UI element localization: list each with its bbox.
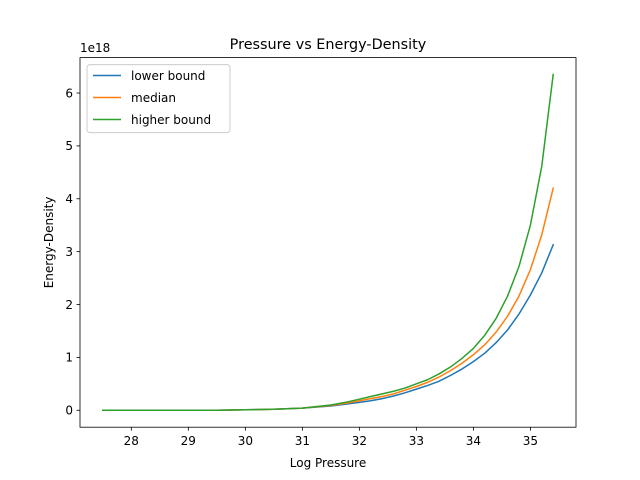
x-tick-label: 32	[352, 434, 367, 448]
y-tick-label: 3	[65, 245, 73, 259]
y-tick-label: 4	[65, 192, 73, 206]
x-tick-label: 30	[238, 434, 253, 448]
x-tick-label: 29	[181, 434, 196, 448]
legend: lower bound median higher bound	[86, 64, 231, 134]
y-offset-label: 1e18	[80, 41, 110, 55]
y-tick-label: 0	[65, 404, 73, 418]
x-tick-label: 28	[124, 434, 139, 448]
chart-title: Pressure vs Energy-Density	[230, 37, 427, 53]
x-axis-label: Log Pressure	[290, 456, 367, 470]
y-tick-label: 6	[65, 86, 73, 100]
x-axis-ticks: 28 29 30 31 32 33 34 35	[124, 427, 538, 448]
y-axis-ticks: 0 1 2 3 4 5 6	[65, 86, 80, 418]
x-tick-label: 31	[295, 434, 310, 448]
series-line-higher-bound	[102, 73, 555, 412]
series-lines	[102, 73, 555, 412]
legend-label: lower bound	[131, 69, 205, 83]
y-tick-label: 2	[65, 298, 73, 312]
x-tick-label: 35	[523, 434, 538, 448]
plot-frame	[79, 57, 577, 428]
y-tick-label: 1	[65, 351, 73, 365]
legend-label: median	[131, 91, 176, 105]
legend-box	[86, 64, 231, 134]
legend-label: higher bound	[131, 113, 211, 127]
y-axis-label: Energy-Density	[42, 197, 56, 289]
x-tick-label: 34	[466, 434, 481, 448]
y-tick-label: 5	[65, 139, 73, 153]
x-tick-label: 33	[409, 434, 424, 448]
